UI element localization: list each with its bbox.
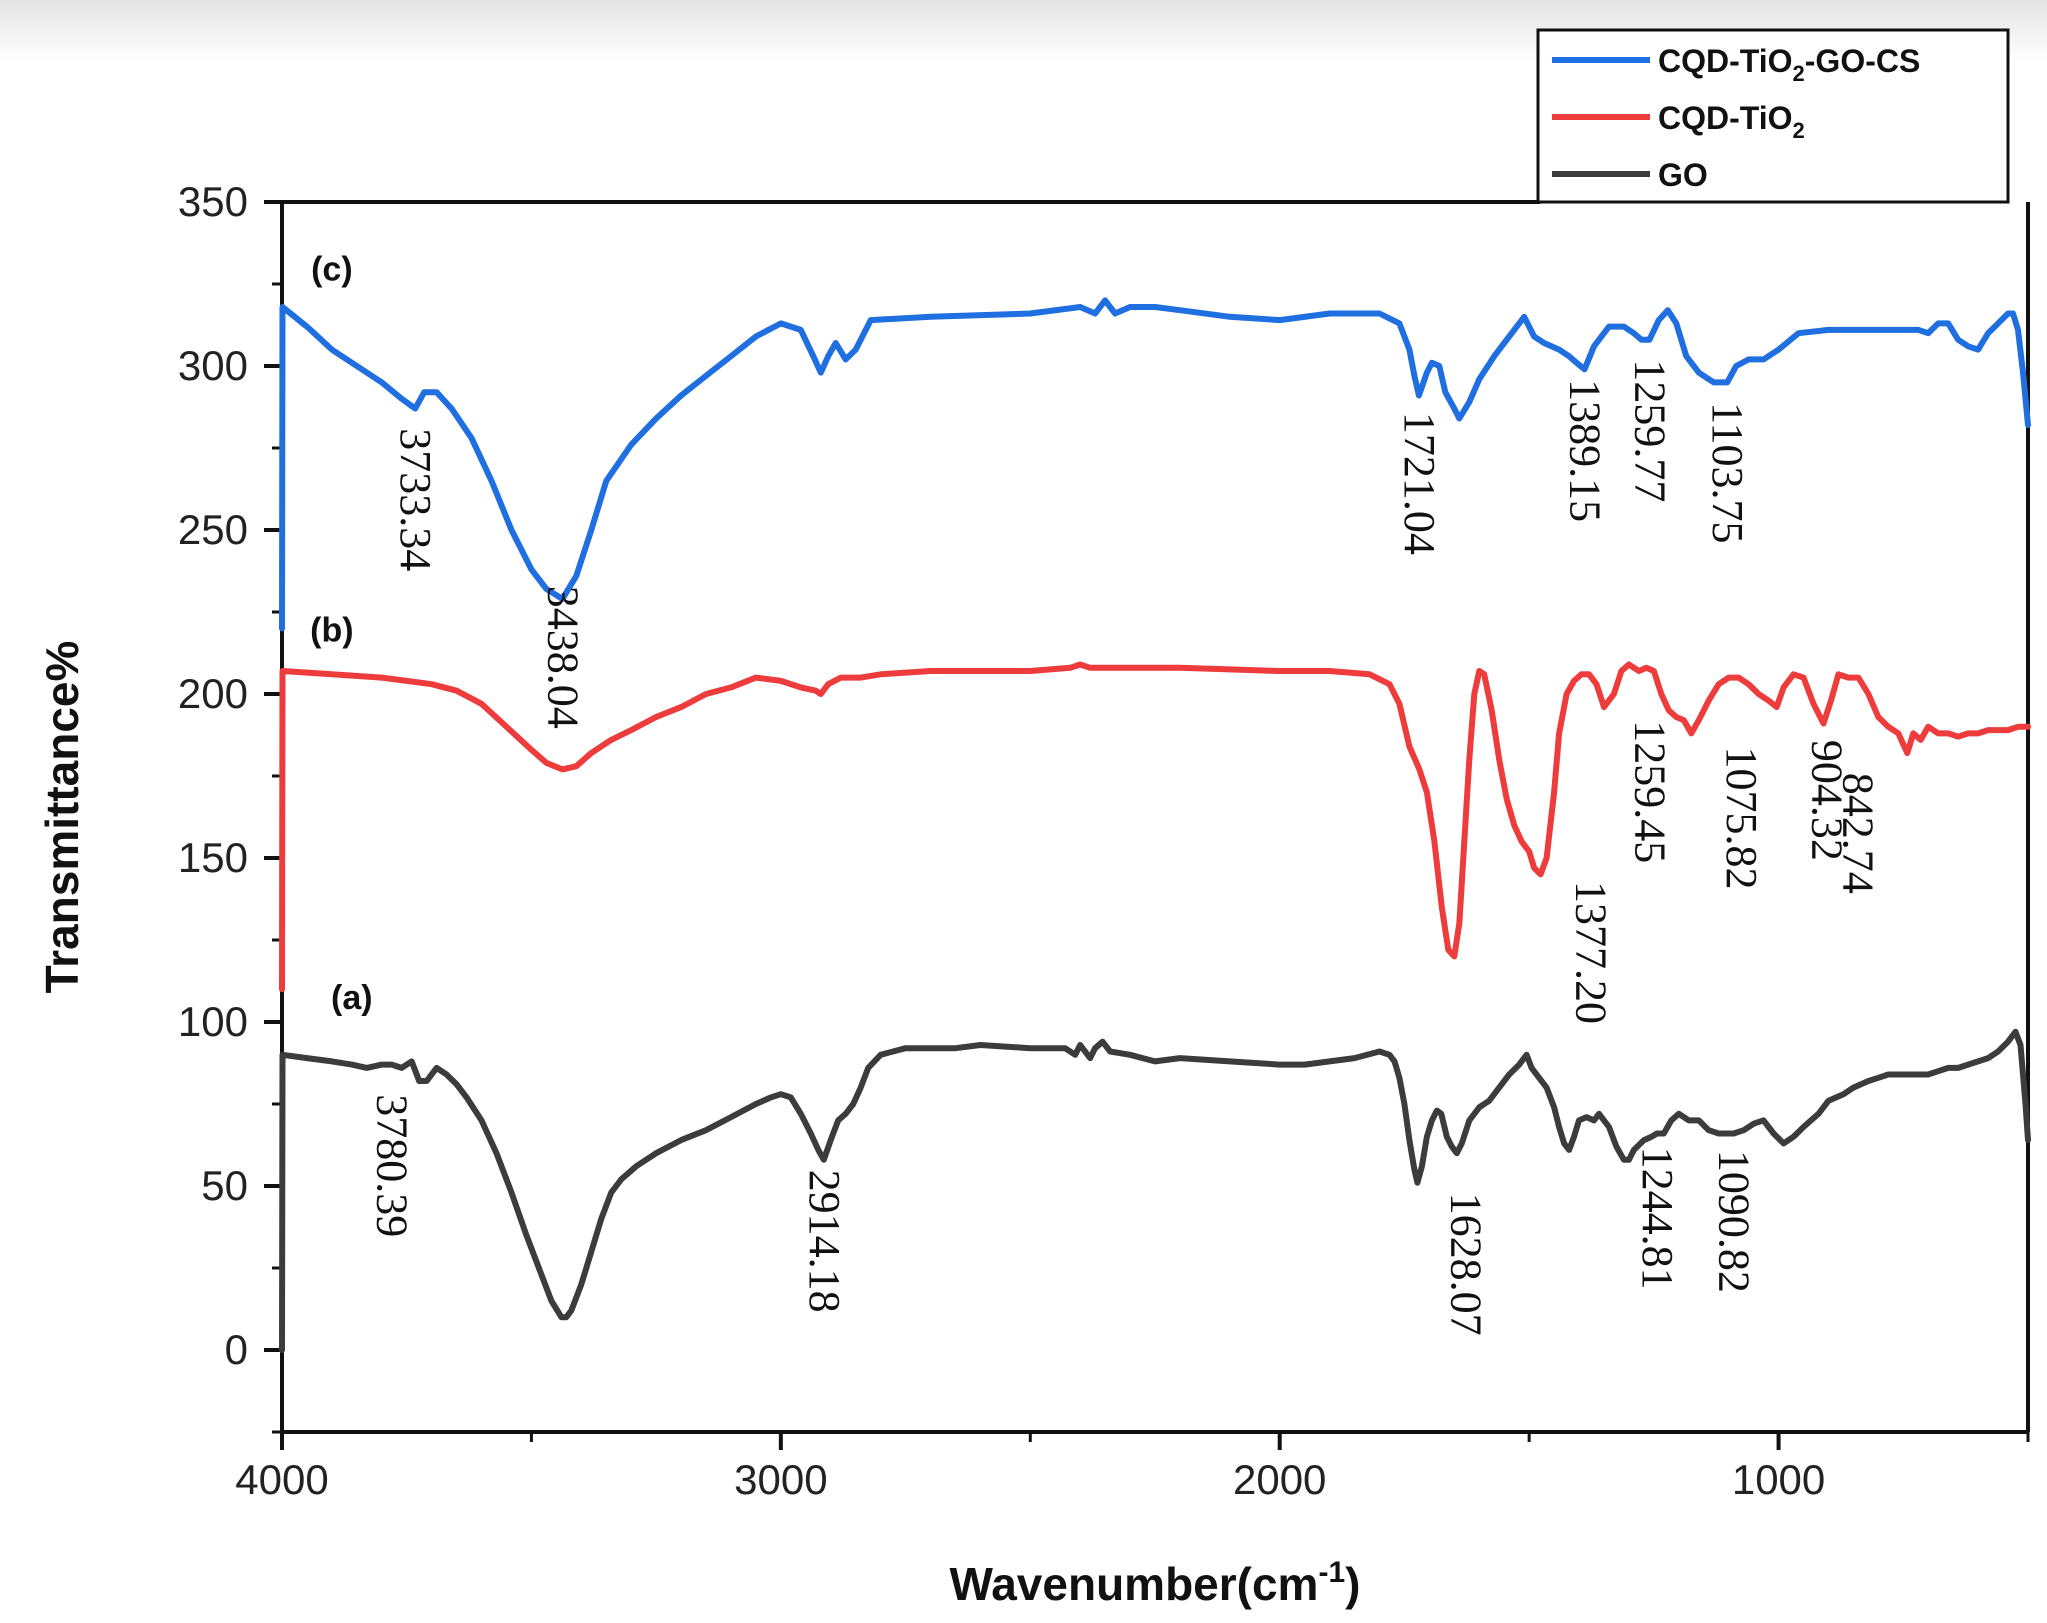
panel-label: (a) — [331, 979, 373, 1017]
peak-label: 1259.45 — [1625, 720, 1674, 863]
peak-label: 3438.04 — [538, 586, 587, 729]
y-tick-label: 100 — [178, 998, 248, 1045]
peak-label: 1090.82 — [1710, 1150, 1759, 1293]
peak-label: 1628.07 — [1441, 1193, 1490, 1336]
annotation-layer: (c) (b) (a) 3733.34 3438.04 1721.04 1389.15 125… — [310, 251, 1882, 1336]
x-tick-label: 4000 — [235, 1456, 328, 1503]
axes-frame: 4000 3000 2000 1000 0 50 100 150 200 250 300 350 Wav… — [36, 178, 2030, 1610]
peak-label: 1244.81 — [1633, 1147, 1682, 1290]
peak-label: 1721.04 — [1395, 412, 1444, 555]
y-tick-label: 50 — [201, 1162, 248, 1209]
y-tick-label: 250 — [178, 506, 248, 553]
peak-label: 1103.75 — [1703, 402, 1752, 543]
panel-label: (b) — [310, 612, 353, 650]
x-axis-title-close: ) — [1345, 1558, 1360, 1610]
series-line-cqd-tio2 — [279, 661, 2031, 993]
series-line-cqd-tio2-go-cs — [279, 297, 2031, 632]
y-tick-label: 200 — [178, 670, 248, 717]
x-axis-title-base: Wavenumber(cm — [950, 1558, 1319, 1610]
legend-label: GO — [1658, 157, 1708, 193]
legend-label-base: CQD-TiO — [1658, 43, 1793, 79]
peak-label: 1075.82 — [1717, 747, 1766, 890]
peak-label: 1389.15 — [1561, 379, 1610, 522]
legend-label: CQD-TiO2-GO-CS — [1658, 43, 1920, 86]
legend-label-base: CQD-TiO — [1658, 100, 1793, 136]
legend-label-tail: -GO-CS — [1805, 43, 1921, 79]
y-tick-label: 300 — [178, 342, 248, 389]
x-tick-label: 2000 — [1233, 1456, 1326, 1503]
peak-label: 2914.18 — [800, 1170, 849, 1313]
peak-label: 3733.34 — [391, 428, 440, 571]
panel-label: (c) — [311, 251, 353, 289]
legend-label-subscript: 2 — [1793, 118, 1805, 143]
peak-label: 904.32 — [1803, 740, 1852, 861]
y-axis-title: Transmittance% — [36, 641, 88, 994]
legend-label-subscript: 2 — [1793, 61, 1805, 86]
peak-label: 3780.39 — [368, 1094, 417, 1237]
series-line-go — [279, 1028, 2031, 1353]
x-axis-title-superscript: -1 — [1318, 1556, 1345, 1589]
y-tick-label: 150 — [178, 834, 248, 881]
peak-label: 1259.77 — [1625, 359, 1674, 502]
y-tick-label: 0 — [225, 1326, 248, 1373]
series-layer — [279, 297, 2031, 1353]
y-tick-label: 350 — [178, 178, 248, 225]
peak-label: 1377.20 — [1567, 881, 1616, 1024]
x-tick-label: 1000 — [1732, 1456, 1825, 1503]
legend-label-base: GO — [1658, 157, 1708, 193]
x-tick-label: 3000 — [734, 1456, 827, 1503]
legend-label: CQD-TiO2 — [1658, 100, 1805, 143]
peak-label: 842.74 — [1833, 773, 1882, 894]
x-axis-title: Wavenumber(cm-1) — [950, 1556, 1361, 1610]
